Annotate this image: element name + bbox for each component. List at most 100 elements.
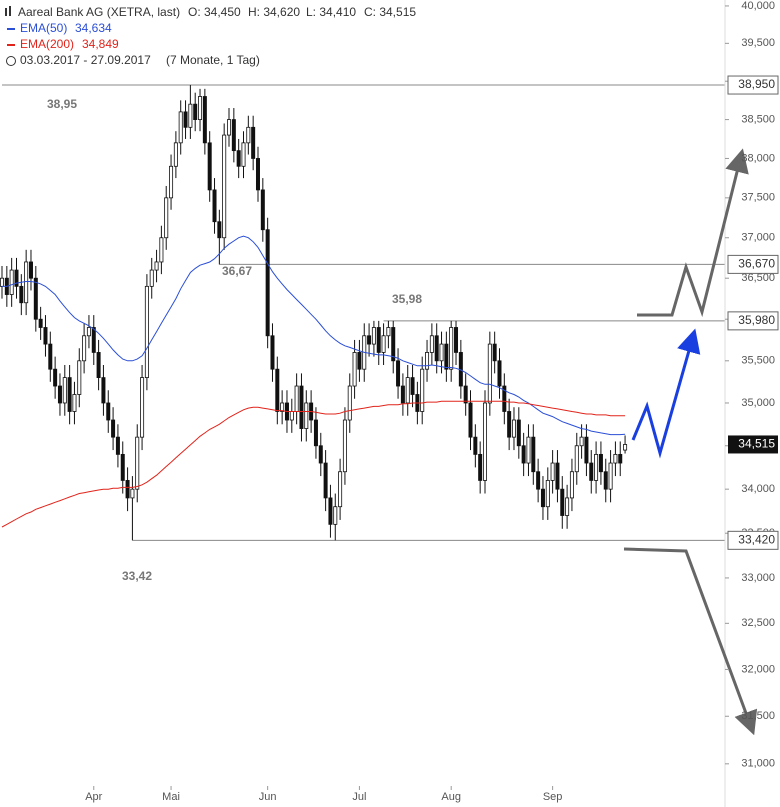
candle-body xyxy=(598,453,603,473)
candle-body xyxy=(574,445,579,473)
candle-body xyxy=(507,411,512,438)
candle-body xyxy=(511,419,516,438)
candle-body xyxy=(173,142,178,167)
legend-value: 34,849 xyxy=(82,37,119,51)
level-note: 33,42 xyxy=(122,569,152,583)
candle-body xyxy=(144,285,149,378)
candle-body xyxy=(584,436,589,464)
x-tick-label: Jul xyxy=(352,791,366,803)
candle-body xyxy=(198,96,203,120)
y-tick-label: 32,000 xyxy=(741,663,775,675)
y-tick-label: 35,500 xyxy=(741,355,775,367)
candle-body xyxy=(613,453,618,464)
candle-body xyxy=(579,436,584,447)
candle-body xyxy=(82,335,87,362)
candle-body xyxy=(227,119,232,136)
y-tick-label: 31,000 xyxy=(741,758,775,770)
candle-body xyxy=(478,453,483,481)
candle-body xyxy=(265,229,270,337)
candle-body xyxy=(178,111,183,144)
candle-body xyxy=(101,377,106,404)
candle-body xyxy=(410,377,415,395)
candle-body xyxy=(536,471,541,490)
candle-body xyxy=(67,377,72,412)
level-note: 35,98 xyxy=(392,292,422,306)
legend-label: EMA(50) xyxy=(20,21,67,35)
candle-body xyxy=(91,327,96,353)
candle-body xyxy=(169,165,174,199)
candle-body xyxy=(294,385,299,412)
level-note: 36,67 xyxy=(222,264,252,278)
candle-body xyxy=(236,150,241,167)
chart-title: Aareal Bank AG (XETRA, last) xyxy=(18,5,180,19)
y-tick-label: 34,000 xyxy=(741,483,775,495)
candle-body xyxy=(492,343,497,362)
candle-body xyxy=(241,142,246,167)
candle-body xyxy=(270,335,275,370)
candle-body xyxy=(140,377,145,438)
candle-body xyxy=(24,261,29,304)
candle-body xyxy=(569,471,574,499)
candle-body xyxy=(338,471,343,508)
candle-body xyxy=(328,497,333,525)
candle-body xyxy=(463,385,468,404)
candle-body xyxy=(434,335,439,362)
candle-body xyxy=(193,103,198,120)
candle-body xyxy=(487,343,492,404)
candle-body xyxy=(454,327,459,353)
candle-body xyxy=(405,377,410,404)
candle-body xyxy=(125,480,130,499)
x-tick-label: Aug xyxy=(441,791,461,803)
candle-body xyxy=(106,402,111,421)
candle-body xyxy=(545,480,550,508)
candle-body xyxy=(468,402,473,438)
candle-body xyxy=(304,402,309,429)
candle-body xyxy=(333,506,338,525)
candle-body xyxy=(57,385,62,404)
candle-body xyxy=(531,436,536,473)
candle-body xyxy=(212,189,217,223)
candle-body xyxy=(0,277,4,287)
y-tick-label: 38,500 xyxy=(741,113,775,125)
candle-body xyxy=(289,411,294,421)
candle-body xyxy=(38,318,43,328)
candle-body xyxy=(550,462,555,481)
candle-body xyxy=(603,471,608,490)
period-note: (7 Monate, 1 Tag) xyxy=(166,53,260,67)
candle-body xyxy=(352,352,357,387)
candle-body xyxy=(77,360,82,395)
ema-line xyxy=(1,400,626,528)
candle-body xyxy=(96,352,101,378)
candle-body xyxy=(400,385,405,404)
candle-body xyxy=(202,96,207,144)
candle-body xyxy=(386,327,391,337)
candle-body xyxy=(342,419,347,473)
scenario-arrow xyxy=(623,547,758,736)
candle-body xyxy=(164,197,169,239)
plot-area xyxy=(0,84,725,541)
candle-body xyxy=(62,377,67,404)
last-price-box xyxy=(728,435,778,454)
candle-body xyxy=(159,237,164,263)
candle-body xyxy=(420,368,425,412)
candle-body xyxy=(43,327,48,345)
candle-body xyxy=(473,436,478,455)
candle-body xyxy=(251,126,256,159)
x-tick-label: Jun xyxy=(259,791,277,803)
y-tick-label: 31,500 xyxy=(741,710,775,722)
icon xyxy=(5,8,7,16)
y-tick-label: 37,000 xyxy=(741,232,775,244)
candle-body xyxy=(565,497,570,516)
candle-body xyxy=(280,402,285,412)
candle-body xyxy=(313,419,318,447)
candle-body xyxy=(618,453,623,464)
candle-body xyxy=(28,261,33,279)
ema-line xyxy=(2,235,626,436)
y-tick-label: 35,000 xyxy=(741,397,775,409)
y-tick-label: 37,500 xyxy=(741,192,775,204)
candle-body xyxy=(86,327,91,337)
level-label: 35,980 xyxy=(738,313,775,327)
candle-body xyxy=(53,368,58,387)
candle-body xyxy=(439,343,444,362)
